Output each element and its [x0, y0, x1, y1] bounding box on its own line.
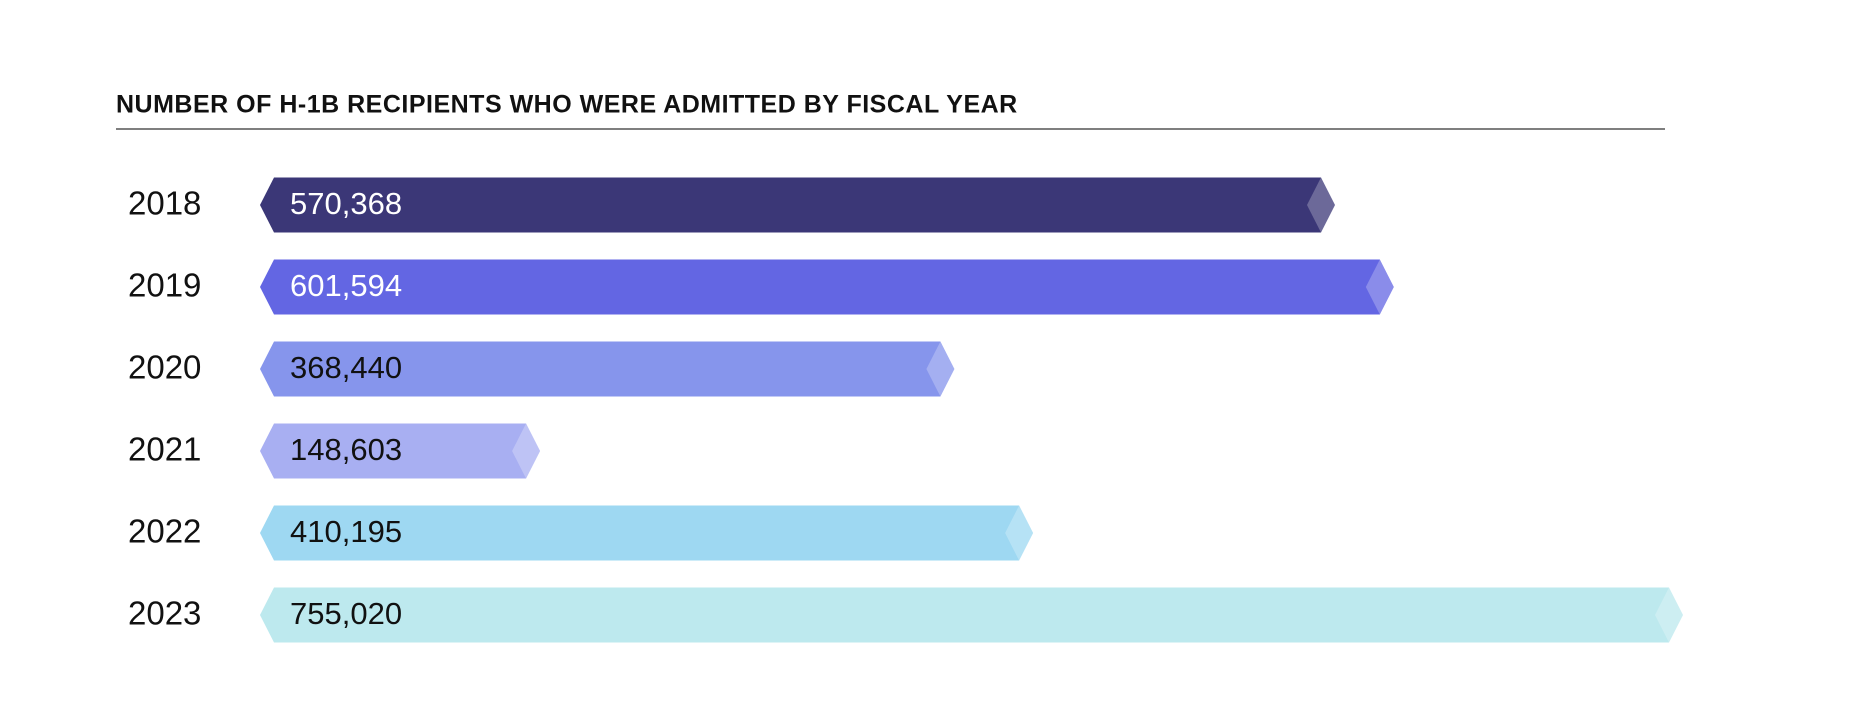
- bar: [260, 259, 1394, 315]
- bar-tip: [1005, 505, 1034, 561]
- bar: [260, 177, 1335, 233]
- value-label: 755,020: [290, 596, 402, 631]
- bar: [260, 505, 1034, 561]
- chart-title: NUMBER OF H-1B RECIPIENTS WHO WERE ADMIT…: [116, 91, 1018, 119]
- category-label: 2019: [128, 267, 201, 304]
- bar-tip: [1655, 587, 1683, 643]
- category-label: 2022: [128, 513, 201, 550]
- bar-tip: [512, 423, 541, 479]
- value-label: 601,594: [290, 268, 402, 303]
- value-label: 570,368: [290, 186, 402, 221]
- bar-tip: [1365, 259, 1394, 315]
- category-label: 2021: [128, 431, 201, 468]
- value-label: 410,195: [290, 514, 402, 549]
- category-label: 2023: [128, 595, 201, 632]
- bar: [260, 341, 955, 397]
- bar-tip: [1306, 177, 1335, 233]
- value-label: 368,440: [290, 350, 402, 385]
- category-label: 2020: [128, 349, 201, 386]
- bar: [260, 587, 1683, 643]
- value-label: 148,603: [290, 432, 402, 467]
- bar-tip: [926, 341, 955, 397]
- category-label: 2018: [128, 185, 201, 222]
- bar: [260, 423, 541, 479]
